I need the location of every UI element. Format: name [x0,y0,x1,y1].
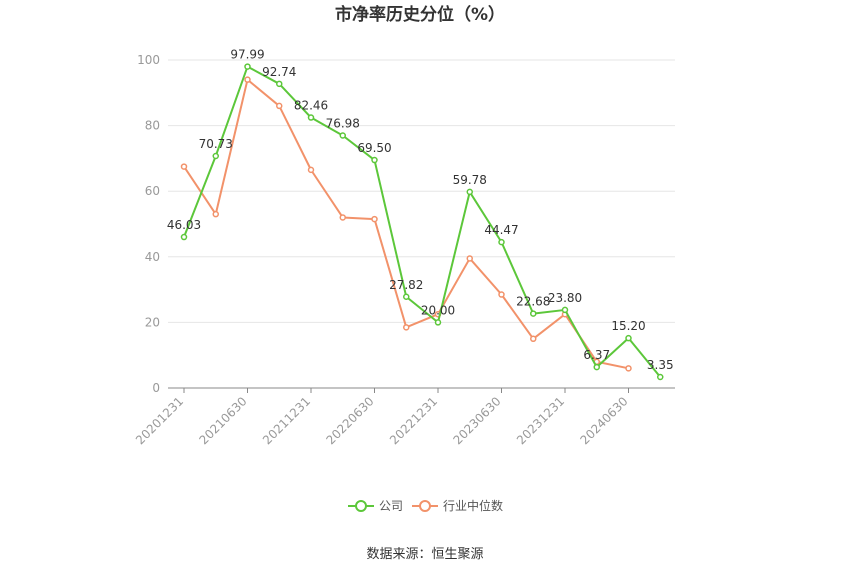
data-point-industry[interactable] [339,214,346,221]
data-label: 6.37 [583,348,610,362]
data-point-industry[interactable] [498,291,505,298]
y-axis: 0 20 40 60 80 100 [137,53,160,395]
x-tick-label: 20220630 [324,394,377,447]
data-point-industry[interactable] [371,215,378,223]
data-point-company[interactable] [403,293,410,301]
data-point-industry[interactable] [180,163,188,170]
data-point-company[interactable] [244,63,251,70]
legend-label-company: 公司 [379,499,403,513]
data-point-company[interactable] [212,152,219,160]
x-tick-label: 20211231 [260,394,313,447]
y-tick-label: 80 [145,119,160,133]
data-point-industry[interactable] [212,210,219,218]
data-label: 23.80 [548,291,582,305]
series-line-company [183,65,662,378]
data-label: 44.47 [484,223,518,237]
data-point-industry[interactable] [276,102,283,110]
data-point-company[interactable] [498,238,505,246]
data-point-industry[interactable] [625,365,632,372]
series-industry [180,76,632,372]
legend-marker-company [355,500,367,512]
data-point-company[interactable] [466,188,473,196]
data-label: 76.98 [326,117,360,131]
series-company [180,63,664,381]
data-label: 82.46 [294,99,328,113]
data-point-industry[interactable] [307,166,315,174]
data-label: 97.99 [230,48,264,62]
x-tick-label: 20230630 [451,394,504,447]
data-point-company[interactable] [657,373,664,381]
legend-label-industry: 行业中位数 [443,498,503,513]
data-point-industry[interactable] [403,324,410,331]
y-tick-label: 20 [145,315,160,329]
data-point-company[interactable] [339,132,346,139]
legend: 公司 行业中位数 [348,498,503,513]
data-point-industry[interactable] [530,335,537,343]
data-point-company[interactable] [371,156,378,164]
data-label: 15.20 [611,319,645,333]
x-tick-label: 20240630 [578,394,631,447]
data-label: 3.35 [647,358,674,372]
grid-lines [168,59,675,323]
data-label: 20.00 [421,303,455,317]
data-point-company[interactable] [180,233,188,241]
data-label: 69.50 [357,141,391,155]
x-axis: 20201231 20210630 20211231 20220630 20221231… [133,388,631,447]
data-label: 70.73 [199,137,233,151]
x-tick-label: 20231231 [514,394,567,447]
data-label: 22.68 [516,295,550,309]
legend-item-industry[interactable]: 行业中位数 [412,498,503,513]
x-tick-label: 20201231 [133,394,186,447]
chart-title: 市净率历史分位（%） [335,4,505,25]
y-tick-label: 40 [145,250,160,264]
data-point-company[interactable] [307,114,315,121]
y-tick-label: 60 [145,184,160,198]
data-label: 27.82 [389,278,423,292]
data-point-company[interactable] [561,306,569,314]
x-tick-label: 20221231 [387,394,440,447]
data-label: 46.03 [167,218,201,232]
data-point-company[interactable] [434,319,442,326]
data-point-industry[interactable] [244,76,251,83]
y-tick-label: 100 [137,53,160,67]
data-label: 92.74 [262,65,296,79]
data-point-company[interactable] [530,310,537,317]
data-label: 59.78 [453,173,487,187]
data-point-company[interactable] [276,80,283,88]
legend-marker-industry [419,500,431,512]
data-point-company[interactable] [593,363,600,371]
data-point-industry[interactable] [466,255,473,262]
x-tick-label: 20210630 [197,394,250,447]
data-labels: 46.03 70.73 97.99 92.74 82.46 76.98 69.50 27.82… [167,48,674,372]
data-point-company[interactable] [625,334,632,342]
legend-item-company[interactable]: 公司 [348,499,403,513]
y-tick-label: 0 [152,381,160,395]
source-note: 数据来源：恒生聚源 [366,547,483,562]
